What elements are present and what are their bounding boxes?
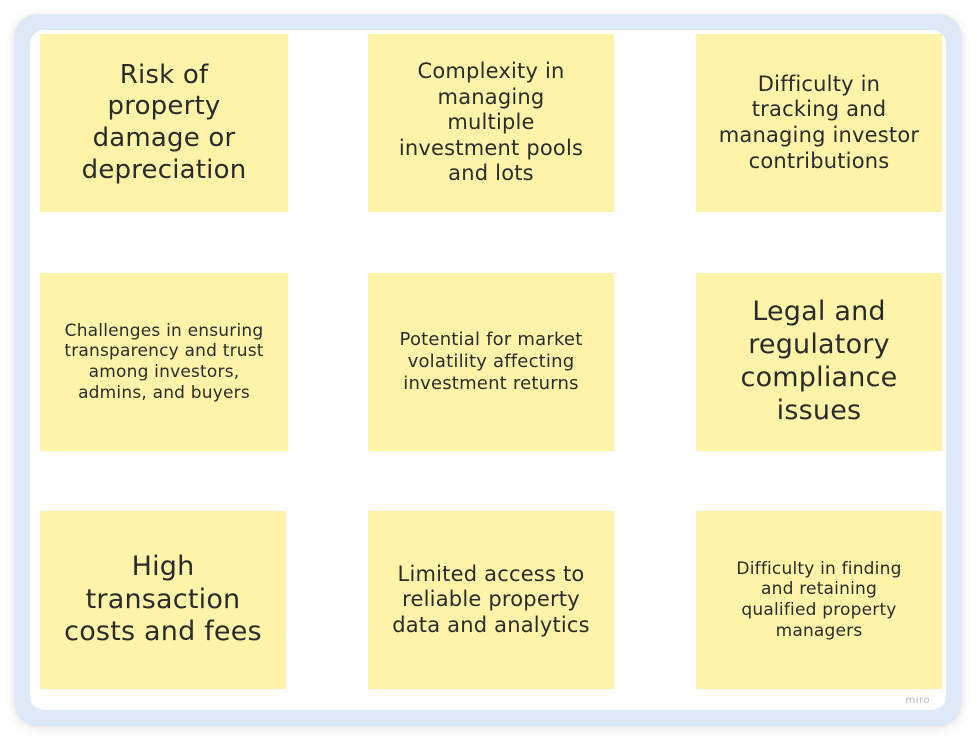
sticky-note-3[interactable]: Difficulty in tracking and managing inve…	[696, 34, 942, 212]
sticky-note-text: Difficulty in finding and retaining qual…	[736, 558, 902, 641]
sticky-note-8[interactable]: Limited access to reliable property data…	[368, 511, 614, 689]
sticky-note-6[interactable]: Legal and regulatory compliance issues	[696, 273, 942, 451]
sticky-note-text: Complexity in managing multiple investme…	[398, 58, 584, 186]
sticky-note-9[interactable]: Difficulty in finding and retaining qual…	[696, 511, 942, 689]
sticky-note-text: Legal and regulatory compliance issues	[740, 296, 898, 426]
sticky-note-text: Challenges in ensuring transparency and …	[64, 320, 264, 403]
sticky-note-text: Potential for market volatility affectin…	[399, 329, 583, 394]
sticky-note-2[interactable]: Complexity in managing multiple investme…	[368, 34, 614, 212]
sticky-note-1[interactable]: Risk of property damage or depreciation	[40, 34, 288, 212]
sticky-note-text: Risk of property damage or depreciation	[81, 59, 247, 185]
sticky-note-4[interactable]: Challenges in ensuring transparency and …	[40, 273, 288, 451]
sticky-note-text: Difficulty in tracking and managing inve…	[718, 71, 920, 173]
sticky-note-7[interactable]: High transaction costs and fees	[40, 511, 286, 689]
sticky-note-text: Limited access to reliable property data…	[392, 561, 590, 637]
sticky-note-5[interactable]: Potential for market volatility affectin…	[368, 273, 614, 451]
sticky-note-text: High transaction costs and fees	[64, 550, 262, 648]
miro-watermark: miro	[905, 695, 930, 706]
